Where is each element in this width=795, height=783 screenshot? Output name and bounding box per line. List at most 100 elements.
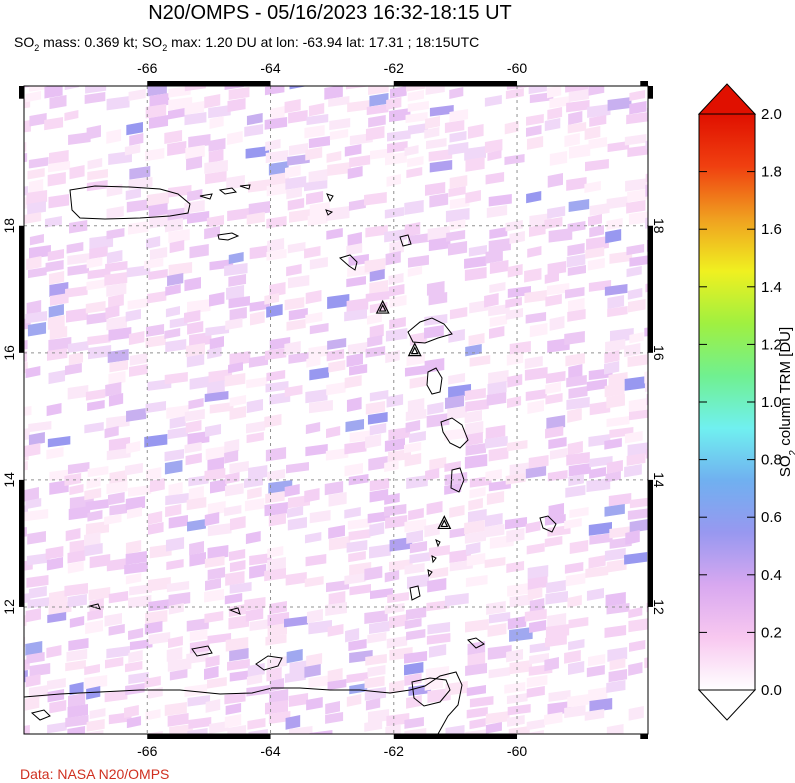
so2-pixel	[485, 722, 502, 734]
so2-pixel	[504, 154, 525, 166]
so2-pixel	[229, 406, 247, 421]
so2-pixel	[628, 607, 643, 619]
coastline-curacao-area	[30, 603, 241, 721]
so2-pixel	[448, 142, 469, 156]
so2-pixel	[566, 254, 586, 268]
so2-pixel	[509, 594, 533, 608]
so2-pixel	[427, 622, 451, 635]
so2-pixel	[229, 461, 249, 474]
so2-pixel	[445, 725, 465, 734]
so2-pixel	[604, 383, 625, 398]
so2-pixel	[146, 467, 162, 482]
so2-pixel	[165, 284, 181, 296]
so2-pixel	[288, 352, 310, 364]
so2-pixel	[284, 616, 308, 628]
so2-pixel	[269, 282, 286, 297]
so2-pixel	[126, 199, 151, 213]
so2-pixel	[84, 532, 101, 547]
so2-pixel	[364, 720, 383, 732]
so2-pixel	[44, 117, 64, 131]
so2-pixel	[64, 86, 80, 91]
so2-pixel	[205, 171, 227, 185]
so2-pixel	[205, 699, 221, 713]
so2-pixel	[545, 382, 562, 395]
so2-pixel	[348, 639, 367, 652]
so2-pixel	[244, 498, 265, 512]
so2-pixel	[124, 705, 139, 718]
so2-pixel	[328, 591, 346, 606]
so2-pixel	[409, 376, 428, 389]
so2-pixel	[369, 544, 391, 559]
coastline-grenadines	[409, 539, 441, 601]
so2-pixel	[565, 353, 585, 367]
so2-pixel	[245, 531, 261, 545]
so2-pixel	[185, 453, 202, 466]
so2-pixel	[46, 348, 68, 361]
so2-pixel	[409, 431, 426, 444]
frame-bar-left	[19, 225, 24, 353]
so2-pixel	[245, 146, 270, 159]
so2-pixel	[305, 290, 322, 305]
so2-pixel	[405, 420, 421, 433]
coastline-margarita	[191, 645, 283, 671]
so2-pixel	[106, 96, 130, 111]
so2-pixel	[168, 592, 191, 607]
so2-pixel	[486, 491, 505, 505]
colorbar-min-arrow	[697, 689, 757, 721]
so2-pixel	[464, 256, 487, 269]
so2-pixel	[267, 546, 284, 558]
so2-pixel	[565, 86, 589, 93]
so2-pixel	[407, 123, 429, 135]
frame-bar-top	[393, 81, 518, 86]
so2-pixel	[104, 426, 119, 439]
so2-pixel	[184, 86, 206, 92]
so2-pixel	[89, 246, 108, 260]
so2-pixel	[49, 590, 68, 605]
so2-pixel	[224, 714, 242, 729]
so2-pixel	[145, 709, 161, 721]
so2-pixel	[444, 593, 469, 607]
so2-pixel	[407, 266, 423, 278]
so2-pixel	[85, 521, 110, 536]
so2-pixel	[248, 729, 268, 734]
so2-pixel	[105, 382, 122, 397]
so2-pixel	[524, 609, 547, 622]
so2-pixel	[384, 438, 405, 452]
so2-pixel	[545, 591, 568, 605]
so2-pixel	[627, 145, 648, 158]
so2-pixel	[624, 431, 643, 444]
so2-pixel	[626, 453, 646, 466]
so2-pixel	[389, 680, 404, 694]
so2-pixel	[385, 251, 401, 266]
so2-pixel	[128, 177, 153, 190]
so2-pixel	[444, 395, 465, 410]
so2-pixel	[384, 493, 400, 505]
so2-pixel	[467, 124, 484, 139]
so2-pixel	[188, 717, 212, 730]
so2-pixel	[404, 145, 419, 157]
so2-pixel	[464, 146, 487, 161]
so2-pixel	[626, 200, 646, 214]
so2-pixel	[148, 269, 168, 281]
so2-pixel	[164, 328, 181, 340]
so2-pixel	[147, 291, 167, 304]
so2-pixel	[104, 690, 128, 703]
so2-pixel	[364, 676, 385, 689]
so2-pixel	[524, 367, 548, 381]
so2-pixel	[466, 707, 488, 719]
so2-pixel	[49, 700, 67, 714]
colorbar-tick-label: 1.2	[761, 336, 782, 353]
so2-pixel	[65, 715, 89, 728]
so2-pixel	[86, 125, 101, 140]
so2-pixel	[246, 399, 264, 414]
so2-pixel	[246, 113, 263, 126]
so2-pixel	[568, 364, 583, 379]
so2-pixel	[184, 409, 205, 422]
so2-pixel	[47, 315, 65, 330]
so2-pixel	[465, 729, 489, 734]
so2-pixel	[546, 415, 566, 430]
so2-pixel	[365, 225, 388, 238]
so2-pixel	[346, 397, 362, 412]
so2-pixel	[124, 661, 143, 673]
